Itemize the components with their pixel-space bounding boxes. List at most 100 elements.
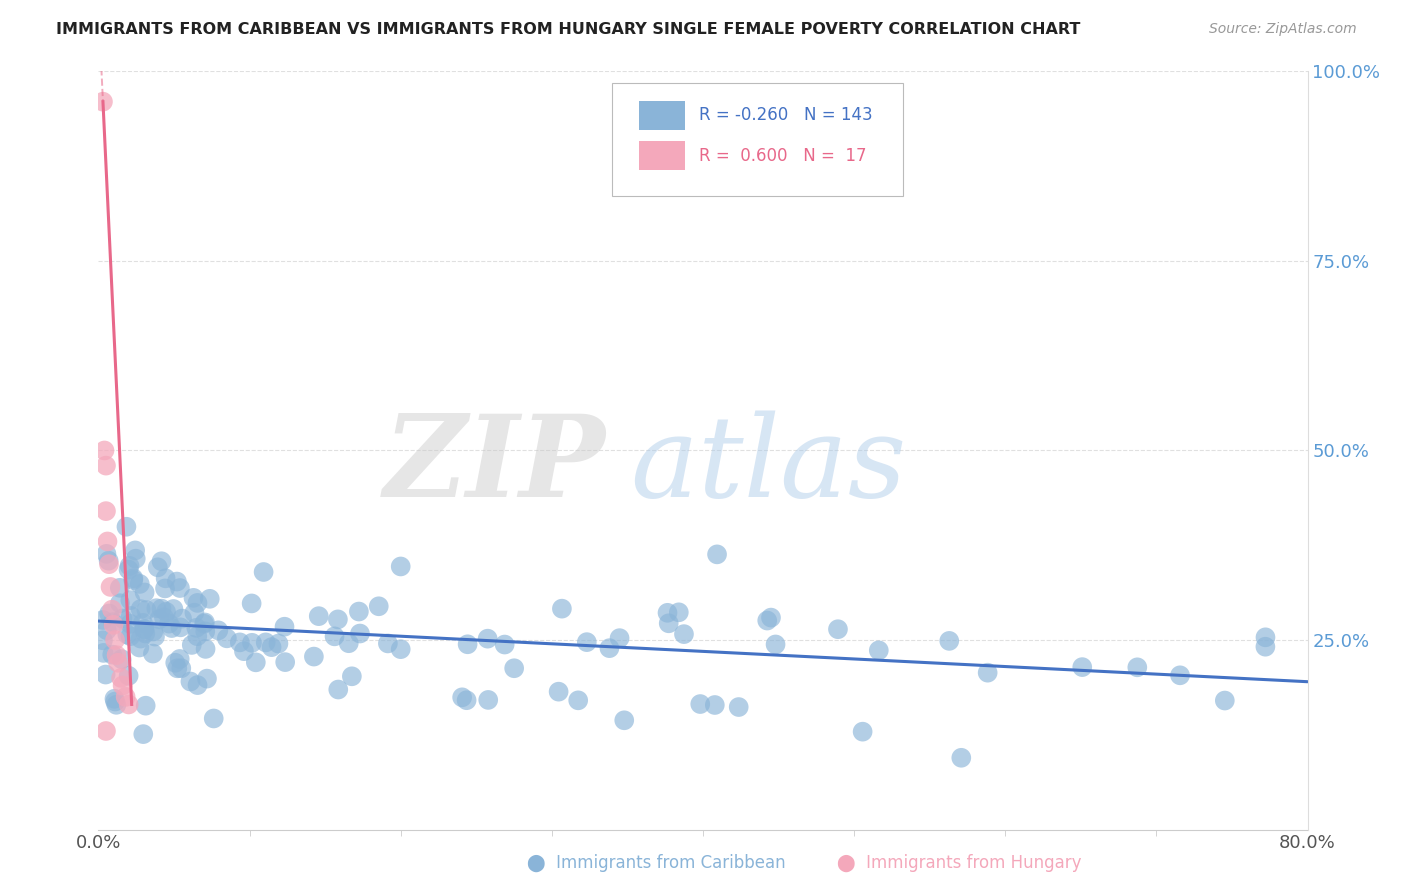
Point [122, 571, 145, 585]
Point [240, 636, 263, 650]
Point [186, 596, 208, 610]
Point [120, 593, 142, 607]
Point [827, 622, 849, 636]
Point [202, 711, 225, 725]
Point [91, 95, 114, 109]
Point [186, 621, 208, 635]
Point [169, 620, 191, 634]
Point [186, 678, 208, 692]
Point [245, 656, 267, 670]
Point [96, 534, 118, 549]
Point [179, 674, 201, 689]
Point [323, 629, 346, 643]
Point [703, 698, 725, 712]
Point [108, 581, 131, 595]
Point [93, 443, 115, 458]
Point [160, 621, 183, 635]
Point [215, 632, 238, 646]
Point [233, 644, 256, 658]
Point [207, 624, 229, 638]
Point [340, 669, 363, 683]
Point [186, 629, 208, 643]
Text: atlas: atlas [630, 410, 907, 521]
Point [91, 633, 114, 648]
Point [129, 602, 152, 616]
Point [120, 616, 142, 631]
Point [117, 627, 139, 641]
Point [101, 615, 124, 629]
Point [477, 693, 499, 707]
Point [494, 638, 516, 652]
Point [105, 698, 128, 712]
Point [308, 609, 330, 624]
Point [195, 672, 218, 686]
Point [105, 648, 128, 662]
Point [135, 603, 157, 617]
Point [91, 613, 114, 627]
Point [145, 601, 167, 615]
Point [658, 616, 681, 631]
Point [150, 554, 173, 568]
Point [111, 652, 134, 666]
Point [166, 661, 188, 675]
Point [134, 626, 156, 640]
Point [125, 551, 148, 566]
Text: ⬤  Immigrants from Hungary: ⬤ Immigrants from Hungary [837, 855, 1081, 872]
Point [477, 632, 499, 646]
Point [132, 727, 155, 741]
Point [727, 700, 749, 714]
Point [389, 642, 412, 657]
Point [260, 640, 283, 654]
Point [100, 580, 122, 594]
Point [613, 713, 636, 727]
Point [759, 610, 782, 624]
Point [198, 591, 221, 606]
Point [938, 633, 960, 648]
Point [609, 631, 631, 645]
Point [128, 640, 150, 655]
Point [1254, 640, 1277, 654]
Point [157, 616, 180, 631]
Point [1071, 660, 1094, 674]
Point [328, 682, 350, 697]
Point [153, 582, 176, 596]
Point [229, 635, 252, 649]
Point [155, 571, 177, 585]
Point [162, 602, 184, 616]
Point [143, 630, 166, 644]
Point [689, 697, 711, 711]
Text: IMMIGRANTS FROM CARIBBEAN VS IMMIGRANTS FROM HUNGARY SINGLE FEMALE POVERTY CORRE: IMMIGRANTS FROM CARIBBEAN VS IMMIGRANTS … [56, 22, 1081, 37]
Point [128, 577, 150, 591]
Point [107, 656, 129, 670]
Point [456, 693, 478, 707]
Point [194, 641, 217, 656]
Point [706, 547, 728, 561]
Point [377, 636, 399, 650]
Point [273, 620, 295, 634]
Bar [638, 101, 685, 129]
Point [110, 671, 132, 685]
Point [575, 635, 598, 649]
Point [1254, 630, 1277, 644]
Point [122, 573, 145, 587]
Point [118, 698, 141, 712]
Point [96, 624, 118, 638]
Point [96, 547, 118, 561]
Point [132, 615, 155, 630]
Point [274, 655, 297, 669]
Point [668, 605, 690, 619]
Point [672, 627, 695, 641]
Point [111, 678, 134, 692]
Point [98, 557, 121, 572]
Point [976, 665, 998, 680]
FancyBboxPatch shape [613, 83, 903, 196]
Point [134, 622, 156, 636]
Point [124, 543, 146, 558]
Point [252, 565, 274, 579]
Point [657, 606, 679, 620]
Point [129, 632, 152, 646]
Point [950, 751, 973, 765]
Point [852, 724, 875, 739]
Point [104, 694, 127, 708]
Point [170, 611, 193, 625]
